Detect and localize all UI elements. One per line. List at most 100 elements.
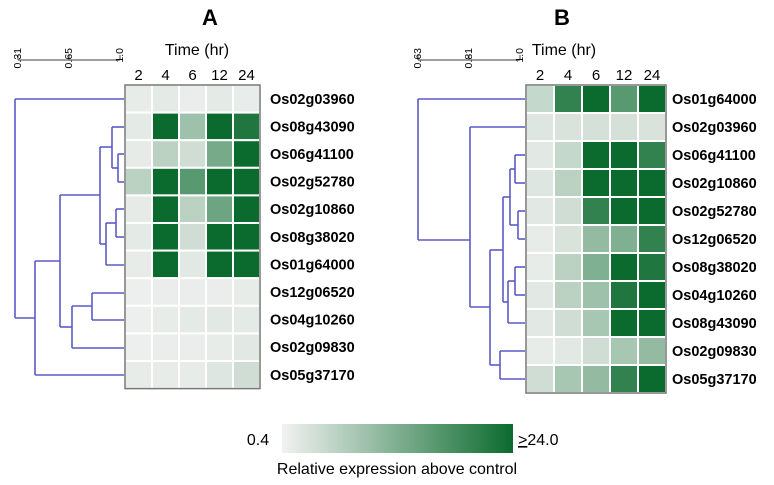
heatmap-cell <box>232 332 261 362</box>
heatmap-cell <box>525 252 555 282</box>
heatmap-cell <box>124 139 153 169</box>
heatmap-cell <box>205 139 234 169</box>
heatmap-cell <box>637 224 667 254</box>
heatmap-cell <box>124 304 153 335</box>
panel-b-dendrogram-scale: 0.63 0.81 1.0 <box>412 48 526 69</box>
gene-label: Os06g41100 <box>672 148 756 164</box>
gene-label: Os02g52780 <box>270 175 355 191</box>
panel-a-column-labels: 2 4 6 12 24 <box>134 67 255 84</box>
heatmap-cell <box>525 336 555 366</box>
heatmap-cell <box>205 249 234 280</box>
heatmap-cell <box>609 336 639 366</box>
gene-label: Os01g64000 <box>672 92 757 108</box>
heatmap-cell <box>553 280 583 310</box>
gene-label: Os05g37170 <box>672 372 757 388</box>
column-label: 2 <box>536 67 544 84</box>
heatmap-cell <box>581 280 611 310</box>
heatmap-cell <box>553 336 583 366</box>
heatmap-cell <box>178 194 207 224</box>
heatmap-cell <box>637 308 667 338</box>
heatmap-cell <box>178 166 207 197</box>
heatmap-cell <box>178 360 207 390</box>
heatmap-cell <box>525 224 555 254</box>
gene-label: Os02g09830 <box>270 340 355 356</box>
gene-label: Os08g43090 <box>672 316 757 332</box>
gene-label: Os02g52780 <box>672 204 757 220</box>
heatmap-cell <box>553 112 583 142</box>
heatmap-cell <box>581 84 611 114</box>
heatmap-cell <box>124 332 153 362</box>
heatmap-cell <box>609 196 639 226</box>
legend-max-value: 24.0 <box>527 432 558 449</box>
heatmap-cell <box>151 222 180 252</box>
heatmap-cell <box>124 249 153 280</box>
scale-label: 1.0 <box>114 48 126 63</box>
panel-b-dendrogram <box>417 98 526 380</box>
panel-a: A Time (hr) 0.31 0.65 1.0 2 4 6 12 24 Os02g039… <box>12 5 355 390</box>
heatmap-cell <box>178 332 207 362</box>
column-label: 4 <box>564 67 572 84</box>
color-legend: 0.4 >24.0 Relative expression above cont… <box>247 424 559 478</box>
heatmap-cell <box>232 277 261 307</box>
heatmap-cell <box>637 364 667 394</box>
heatmap-cell <box>232 360 261 390</box>
heatmap-cell <box>178 84 207 114</box>
gene-label: Os01g64000 <box>270 257 355 273</box>
heatmap-cell <box>178 139 207 169</box>
panel-b-gene-labels: Os01g64000 Os02g03960 Os06g41100 Os02g10860… <box>672 92 757 388</box>
panel-b-letter: B <box>554 5 570 30</box>
heatmap-cell <box>525 140 555 170</box>
heatmap-cell <box>553 168 583 198</box>
gene-label: Os12g06520 <box>672 232 757 248</box>
gene-label: Os06g41100 <box>270 147 354 163</box>
heatmap-cell <box>581 112 611 142</box>
scale-label: 0.65 <box>63 48 75 69</box>
column-label: 12 <box>211 67 228 84</box>
heatmap-cell <box>609 308 639 338</box>
heatmap-cell <box>178 277 207 307</box>
heatmap-cell <box>637 112 667 142</box>
heatmap-cell <box>205 194 234 224</box>
column-label: 4 <box>161 67 169 84</box>
heatmap-cell <box>581 364 611 394</box>
heatmap-cell <box>232 139 261 169</box>
heatmap-cell <box>124 277 153 307</box>
heatmap-cell <box>205 304 234 335</box>
gene-label: Os04g10260 <box>672 288 757 304</box>
heatmap-cell <box>124 111 153 142</box>
scale-label: 0.31 <box>12 48 24 69</box>
heatmap-cell <box>205 277 234 307</box>
heatmap-cell <box>124 360 153 390</box>
heatmap-cell <box>525 364 555 394</box>
heatmap-cell <box>609 224 639 254</box>
heatmap-cell <box>205 111 234 142</box>
panel-a-dendrogram <box>14 98 125 376</box>
heatmap-cell <box>637 196 667 226</box>
heatmap-cell <box>232 249 261 280</box>
heatmap-cell <box>553 364 583 394</box>
heatmap-frame <box>525 84 667 394</box>
gene-label: Os08g38020 <box>672 260 757 276</box>
panel-b-time-title: Time (hr) <box>532 42 596 59</box>
heatmap-cell <box>581 336 611 366</box>
heatmap-cell <box>151 304 180 335</box>
heatmap-cell <box>232 84 261 114</box>
scale-label: 0.63 <box>412 48 424 69</box>
gene-label: Os08g43090 <box>270 119 355 135</box>
heatmap-cell <box>581 140 611 170</box>
heatmap-cell <box>525 308 555 338</box>
heatmap-cell <box>205 222 234 252</box>
heatmap-cell <box>151 139 180 169</box>
heatmap-cell <box>151 166 180 197</box>
heatmap-cell <box>609 140 639 170</box>
heatmap-cell <box>637 252 667 282</box>
column-label: 24 <box>644 67 661 84</box>
panel-b-heatmap-cells <box>525 84 667 394</box>
legend-min-label: 0.4 <box>247 432 269 449</box>
panel-a-heatmap-cells <box>124 84 261 390</box>
heatmap-cell <box>151 84 180 114</box>
heatmap-cell <box>553 252 583 282</box>
heatmap-cell <box>637 84 667 114</box>
gene-label: Os02g03960 <box>270 92 355 108</box>
heatmap-cell <box>232 304 261 335</box>
